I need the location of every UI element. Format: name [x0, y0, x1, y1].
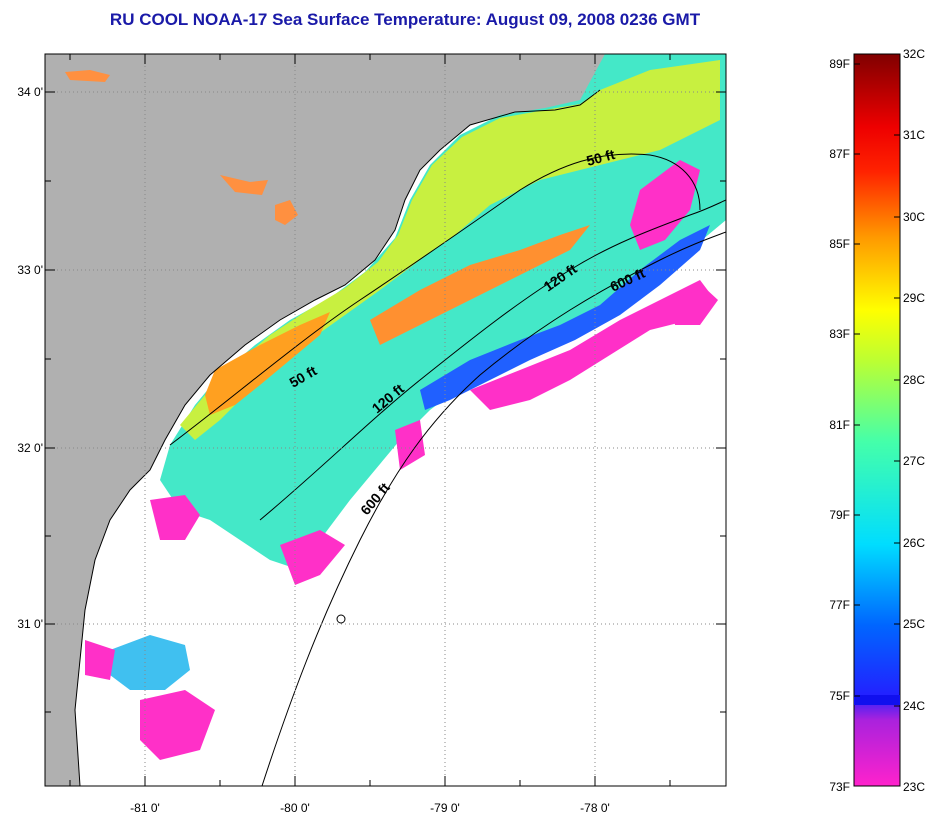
coastline: [74, 89, 601, 786]
colorbar-label-f: 83F: [829, 327, 850, 341]
graticule: [45, 54, 726, 786]
colorbar-label-c: 25C: [903, 617, 925, 631]
lat-tick-label: 31 0': [17, 617, 43, 631]
sst-patch-south-cyan: [110, 635, 190, 690]
colorbar-label-f: 73F: [829, 780, 850, 794]
colorbar-label-f: 75F: [829, 689, 850, 703]
land-mass: [45, 54, 605, 786]
sst-patch-magenta-2: [630, 160, 700, 250]
contour-small-loop: [336, 614, 346, 624]
sst-patch-magenta-8: [395, 420, 425, 470]
sst-patch-magenta-1: [470, 280, 715, 410]
sst-patch-midshelf: [370, 225, 590, 345]
inland-lake-patch-2: [275, 200, 298, 225]
colorbar-ticks: [854, 53, 900, 707]
colorbar-blue-band: [854, 695, 900, 705]
lon-tick-label: -80 0': [280, 801, 310, 815]
inland-lake-patch-1: [220, 175, 268, 195]
lat-tick-label: 32 0': [17, 441, 43, 455]
colorbar: [853, 53, 901, 787]
colorbar-label-f: 77F: [829, 598, 850, 612]
sst-patch-magenta-3: [280, 530, 345, 585]
contour-120ft: [259, 199, 726, 521]
contour-600ft: [261, 231, 726, 786]
sst-patch-magenta-6: [140, 690, 215, 760]
lat-tick-label: 34 0': [17, 85, 43, 99]
lon-tick-label: -78 0': [580, 801, 610, 815]
sst-band-warm: [180, 60, 720, 440]
map-frame: [44, 53, 727, 787]
contour-50ft: [169, 153, 701, 446]
inland-lake-patch-3: [65, 70, 110, 82]
sst-patch-orange: [205, 312, 330, 415]
lon-tick-label: -81 0': [130, 801, 160, 815]
colorbar-label-f: 87F: [829, 147, 850, 161]
colorbar-label-c: 29C: [903, 291, 925, 305]
colorbar-label-c: 32C: [903, 47, 925, 61]
colorbar-label-c: 30C: [903, 210, 925, 224]
colorbar-label-c: 23C: [903, 780, 925, 794]
sst-patch-magenta-5: [85, 640, 115, 680]
colorbar-label-f: 85F: [829, 237, 850, 251]
colorbar-label-f: 79F: [829, 508, 850, 522]
colorbar-label-c: 26C: [903, 536, 925, 550]
axis-ticks: [45, 54, 726, 786]
lat-tick-label: 33 0': [17, 263, 43, 277]
sst-strip-blue: [420, 225, 710, 410]
contour-label-50ft-north: 50 ft: [585, 146, 617, 169]
colorbar-label-c: 24C: [903, 699, 925, 713]
lon-tick-label: -79 0': [430, 801, 460, 815]
colorbar-label-f: 89F: [829, 57, 850, 71]
colorbar-label-c: 28C: [903, 373, 925, 387]
sst-patch-magenta-4: [150, 495, 200, 540]
colorbar-label-c: 31C: [903, 128, 925, 142]
colorbar-label-c: 27C: [903, 454, 925, 468]
map-title: RU COOL NOAA-17 Sea Surface Temperature:…: [109, 10, 701, 29]
colorbar-label-f: 81F: [829, 418, 850, 432]
sst-patch-magenta-7: [670, 288, 718, 325]
